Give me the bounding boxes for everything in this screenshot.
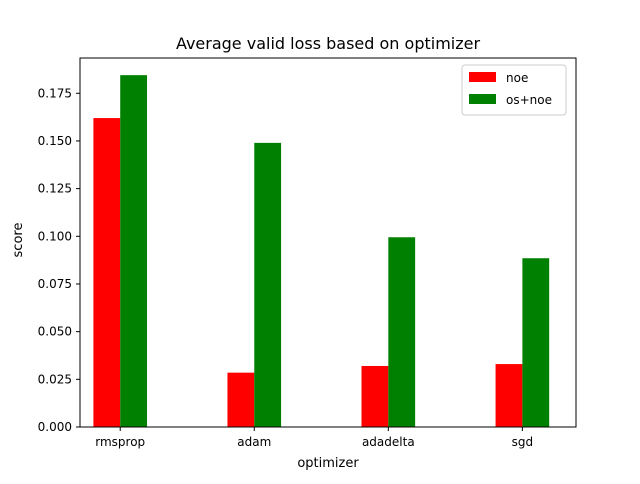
x-tick-label-rmsprop: rmsprop (95, 435, 145, 449)
bar-noe-adadelta (361, 365, 389, 427)
x-tick-label-adam: adam (237, 435, 271, 449)
y-tick-label: 0.175 (38, 86, 72, 100)
bar-noe-rmsprop (93, 118, 121, 428)
y-axis-label: score (11, 223, 26, 258)
y-tick-label: 0.050 (38, 325, 72, 339)
legend-swatch-os+noe (469, 94, 496, 104)
y-tick-label: 0.075 (38, 277, 72, 291)
legend-label-os+noe: os+noe (506, 93, 552, 107)
bar-noe-adam (227, 372, 255, 427)
chart-title: Average valid loss based on optimizer (176, 34, 481, 53)
y-tick-label: 0.125 (38, 182, 72, 196)
x-tick-label-sgd: sgd (512, 435, 534, 449)
y-tick-label: 0.025 (38, 372, 72, 386)
x-axis-label: optimizer (297, 456, 359, 471)
bar-os+noe-rmsprop (120, 75, 148, 428)
x-tick-label-adadelta: adadelta (362, 435, 415, 449)
legend-label-noe: noe (506, 71, 528, 85)
bar-os+noe-adam (254, 142, 282, 427)
plot-frame (79, 57, 577, 428)
bar-noe-sgd (495, 364, 523, 427)
y-tick-label: 0.100 (38, 229, 72, 243)
legend-swatch-noe (469, 72, 496, 82)
bar-os+noe-sgd (522, 258, 550, 427)
y-tick-label: 0.150 (38, 134, 72, 148)
y-tick-label: 0.000 (38, 420, 72, 434)
bar-os+noe-adadelta (388, 237, 416, 427)
